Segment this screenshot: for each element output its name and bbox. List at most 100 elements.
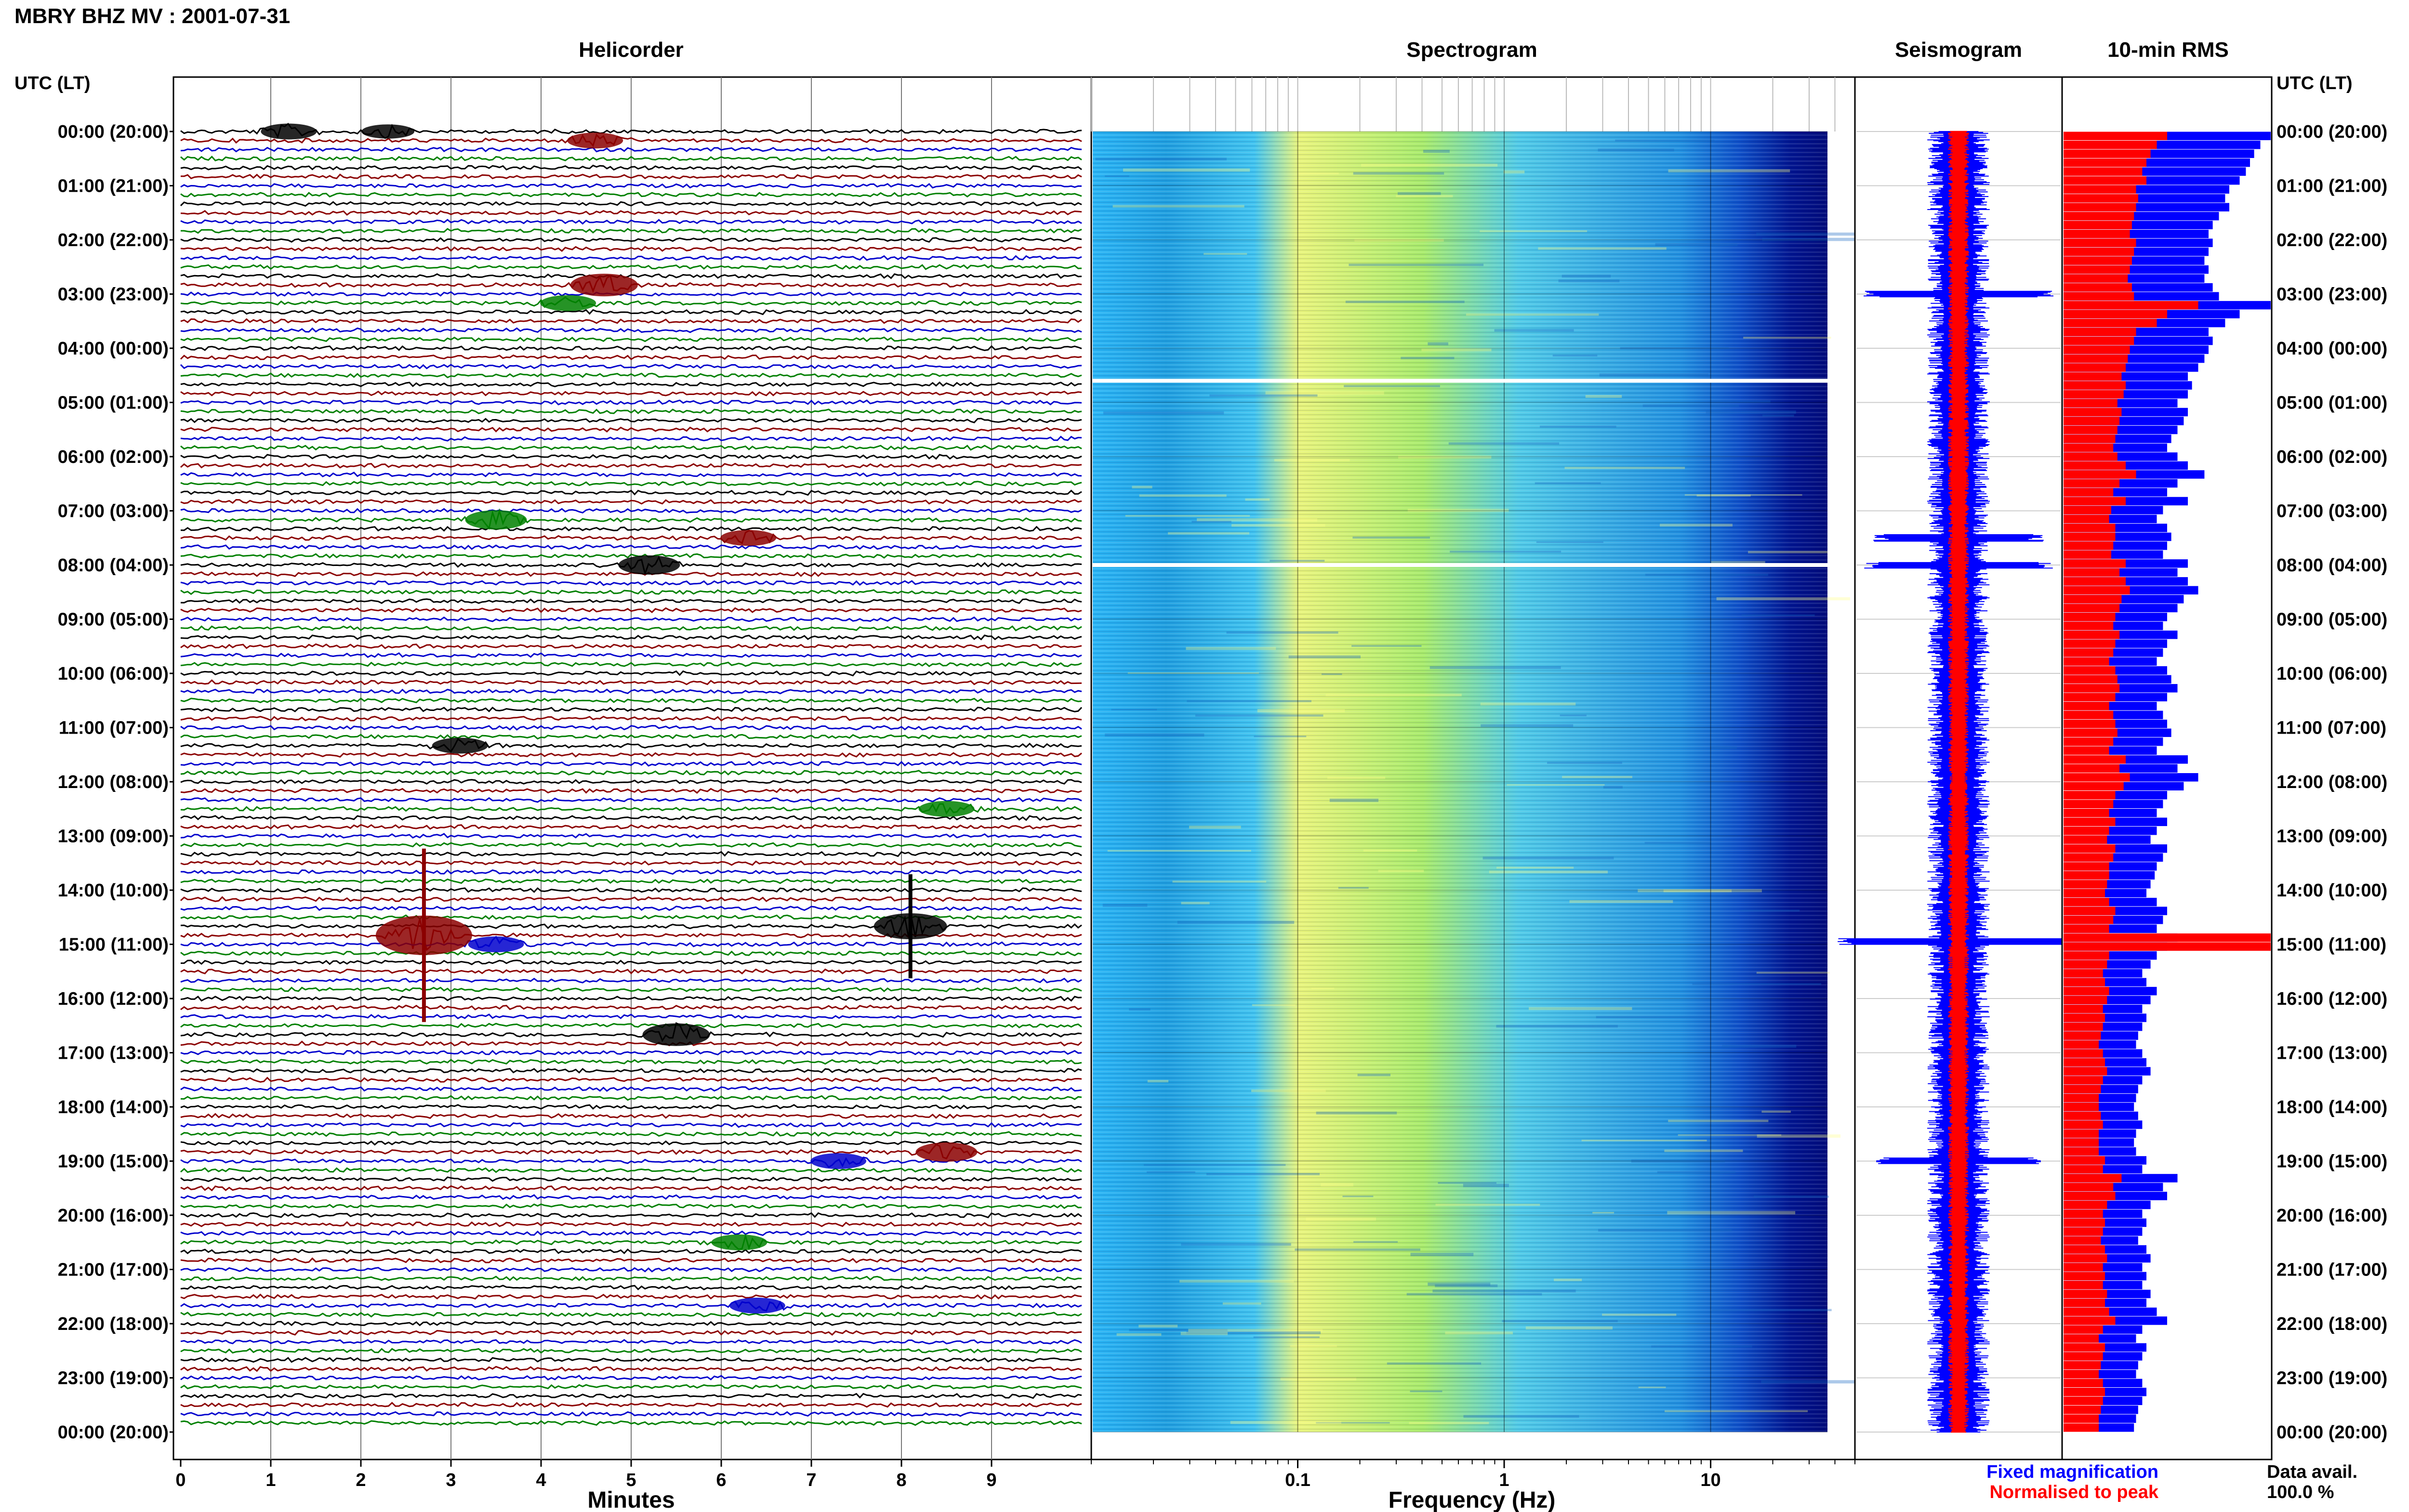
rms-bar-normalised	[2064, 1325, 2103, 1334]
helicorder-trace-line	[180, 237, 1082, 243]
spectrogram-streak	[1463, 1183, 1509, 1187]
spectrogram-streak	[1562, 776, 1632, 778]
rms-bar-normalised	[2064, 488, 2114, 497]
rms-bar-normalised	[2064, 318, 2157, 328]
spectrogram-streak	[1102, 904, 1148, 907]
time-label-left: 18:00 (14:00)	[58, 1097, 169, 1118]
helicorder-trace-line	[180, 345, 1082, 351]
spectrogram-panel: 0.1 1 10	[1090, 76, 1891, 1490]
spectrogram-streak	[1342, 1196, 1374, 1197]
spectrogram-streak	[1206, 1173, 1320, 1175]
helicorder-trace-line	[180, 399, 1082, 406]
rms-bar-normalised	[2064, 737, 2114, 746]
spectrogram-streak	[1592, 1211, 1615, 1214]
time-label-right: 22:00 (18:00)	[2277, 1314, 2387, 1334]
spectrogram-streak	[1554, 1278, 1582, 1281]
spectrogram-streak	[1410, 1252, 1474, 1256]
spectrogram-streak	[1450, 551, 1562, 553]
helicorder-trace-line	[180, 960, 1082, 965]
spectrogram-x-label: Frequency (Hz)	[1389, 1487, 1556, 1512]
helicorder-trace-line	[180, 824, 1082, 830]
helicorder-trace-line	[181, 228, 1082, 234]
rms-bar-normalised	[2064, 808, 2109, 817]
time-label-left: 00:00 (20:00)	[58, 122, 169, 142]
helicorder-trace-line	[180, 995, 1082, 1002]
rms-bar-normalised	[2064, 1307, 2109, 1316]
spectrogram-streak	[1168, 532, 1250, 535]
frequency-tick-label: 10	[1700, 1470, 1721, 1490]
spectrogram-streak	[1407, 509, 1509, 512]
spectrogram-streak	[1409, 1421, 1489, 1424]
spectrogram-streak	[1189, 826, 1241, 829]
rms-bar-normalised	[2064, 1388, 2105, 1396]
rms-bar-normalised	[2064, 310, 2167, 318]
spectrogram-streak	[1538, 247, 1667, 250]
helicorder-trace-line	[180, 327, 1082, 333]
time-label-right: 15:00 (11:00)	[2277, 935, 2386, 955]
time-label-left: 13:00 (09:00)	[58, 827, 169, 847]
spectrogram-streak	[1245, 498, 1270, 501]
helicorder-event	[642, 1023, 710, 1046]
rms-bar-normalised	[2064, 897, 2109, 907]
helicorder-trace-line	[180, 761, 1082, 767]
spectrogram-streak	[1496, 1025, 1618, 1028]
spectrogram-streak	[1660, 524, 1733, 527]
spectrogram-streaks	[1095, 139, 1891, 1424]
helicorder-trace-line	[180, 580, 1082, 586]
rms-bar-normalised	[2064, 862, 2109, 871]
spectrogram-streak	[1438, 1182, 1496, 1184]
rms-bar-normalised	[2064, 969, 2103, 978]
helicorder-trace-line	[180, 1384, 1082, 1390]
spectrogram-streak	[1345, 301, 1465, 303]
spectrogram-streak	[1254, 736, 1307, 737]
spectrogram-streak	[1188, 1328, 1323, 1332]
helicorder-panel-title: Helicorder	[579, 38, 684, 62]
spectrogram-streak	[1187, 700, 1311, 702]
spectrogram-streak	[1430, 666, 1561, 669]
time-label-right: 02:00 (22:00)	[2277, 230, 2387, 250]
rms-bar-normalised	[2064, 621, 2114, 631]
helicorder-trace-line	[180, 489, 1082, 496]
spectrogram-streak	[1295, 1248, 1420, 1251]
helicorder-trace-line	[180, 291, 1082, 297]
rms-bar-normalised	[2064, 1165, 2103, 1174]
rms-bar-normalised	[2064, 479, 2120, 488]
spectrogram-streak	[1325, 694, 1462, 697]
rms-bar-normalised	[2064, 693, 2116, 702]
helicorder-trace-line	[180, 426, 1082, 433]
spectrogram-streak	[1585, 394, 1622, 398]
rms-bar-normalised	[2064, 871, 2109, 880]
spectrogram-streak	[1095, 158, 1227, 161]
minute-tick-label: 0	[175, 1470, 185, 1490]
helicorder-trace-line	[180, 309, 1082, 316]
time-label-left: 19:00 (15:00)	[58, 1152, 169, 1172]
helicorder-trace-line	[180, 1122, 1082, 1128]
rms-bar-normalised	[2064, 292, 2134, 301]
seismogram-panel-title: Seismogram	[1895, 38, 2022, 62]
helicorder-trace-line	[180, 372, 1082, 379]
frequency-tick-label: 1	[1499, 1470, 1509, 1490]
time-label-right: 09:00 (05:00)	[2277, 610, 2387, 630]
spectrogram-streak	[1754, 1195, 1829, 1198]
spectrogram-streak	[1696, 494, 1751, 497]
spectrogram-streak	[1463, 1415, 1579, 1418]
rms-bar-normalised	[2064, 514, 2109, 524]
spectrogram-streak	[1664, 1410, 1808, 1412]
spectrogram-streak	[1410, 1390, 1443, 1393]
helicorder-trace-line	[180, 1185, 1082, 1192]
helicorder-trace-line	[180, 1402, 1082, 1408]
spectrogram-streak	[1378, 869, 1424, 872]
rms-bar-normalised	[2064, 1093, 2099, 1103]
spectrogram-streak	[1435, 1284, 1498, 1288]
rms-bar-normalised	[2064, 390, 2124, 399]
helicorder-trace-line	[181, 173, 1082, 180]
minute-tick-label: 5	[626, 1470, 636, 1490]
rms-bar-normalised	[2064, 470, 2136, 479]
utc-header-right: UTC (LT)	[2277, 73, 2353, 93]
spectrogram-streak	[1645, 574, 1768, 576]
spectrogram-streak	[1489, 870, 1608, 874]
rms-bar-normalised	[2064, 639, 2116, 648]
helicorder-event	[361, 124, 415, 139]
minute-tick-label: 1	[265, 1470, 276, 1490]
time-label-left: 01:00 (21:00)	[58, 176, 169, 197]
